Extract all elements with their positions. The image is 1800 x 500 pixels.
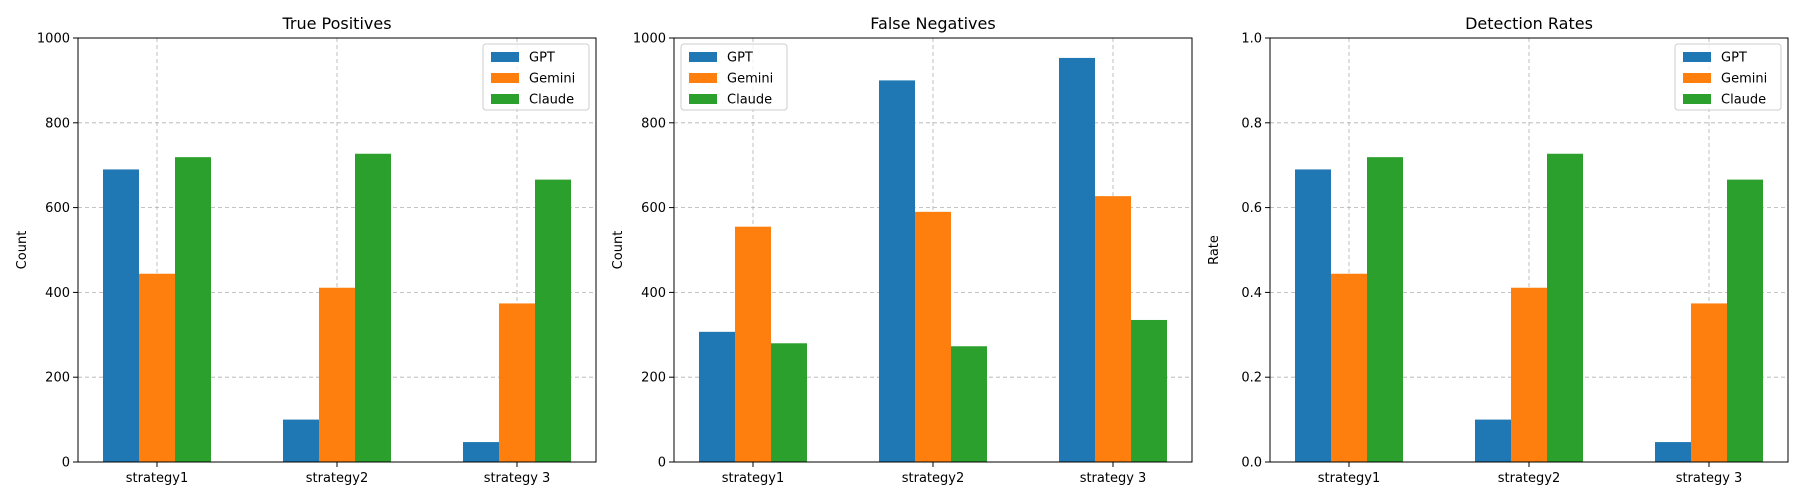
x-tick-label: strategy 3 [484, 471, 551, 486]
bar-claude-2 [951, 346, 987, 462]
bar-claude-3 [1131, 319, 1167, 462]
legend-swatch-claude [689, 94, 717, 104]
legend-swatch-gemini [491, 73, 519, 83]
y-axis-label: Count [611, 231, 626, 270]
x-tick-label: strategy1 [722, 471, 785, 486]
bar-gemini-1 [735, 226, 771, 462]
bar-claude-2 [1547, 153, 1583, 462]
y-tick-label: 400 [641, 286, 666, 301]
legend: GPT Gemini Claude [482, 43, 590, 111]
bar-gpt-3 [1655, 442, 1691, 462]
y-tick-label: 1000 [633, 32, 666, 47]
y-axis-label: Rate [1207, 235, 1222, 265]
x-tick-label: strategy2 [306, 471, 369, 486]
bar-claude-1 [175, 157, 211, 463]
chart-title: True Positives [281, 14, 391, 33]
bar-gemini-3 [499, 303, 535, 462]
bar-gpt-2 [283, 419, 319, 462]
legend: GPT Gemini Claude [680, 43, 788, 111]
x-tick-label: strategy1 [126, 471, 189, 486]
legend-swatch-claude [1683, 94, 1711, 104]
legend-swatch-gemini [689, 73, 717, 83]
legend-label-claude: Claude [529, 93, 574, 108]
legend-swatch-gpt [1683, 52, 1711, 62]
bar-claude-3 [1727, 179, 1763, 462]
bar-claude-1 [1367, 157, 1403, 463]
bar-gpt-1 [699, 331, 735, 462]
legend-swatch-gemini [1683, 73, 1711, 83]
bar-gpt-1 [103, 169, 139, 462]
legend-swatch-gpt [689, 52, 717, 62]
bar-claude-2 [355, 153, 391, 462]
bar-gpt-3 [1059, 57, 1095, 462]
x-tick-label: strategy1 [1318, 471, 1381, 486]
chart-title: Detection Rates [1465, 14, 1593, 33]
bar-gemini-1 [1331, 273, 1367, 462]
y-tick-label: 600 [641, 201, 666, 216]
legend-label-gpt: GPT [1721, 51, 1747, 66]
bar-gemini-2 [1511, 287, 1547, 462]
y-tick-label: 0.0 [1241, 456, 1262, 471]
y-tick-label: 0 [62, 456, 70, 471]
bar-claude-1 [771, 343, 807, 462]
legend-label-gemini: Gemini [1721, 72, 1767, 87]
bar-gpt-3 [463, 442, 499, 462]
bar-gemini-3 [1691, 303, 1727, 462]
legend-label-claude: Claude [1721, 93, 1766, 108]
legend-label-gpt: GPT [529, 51, 555, 66]
y-tick-label: 0 [658, 456, 666, 471]
chart-panel-1: 0 200 400 600 800 1000 strategy1 strategy2 strat… [15, 14, 597, 486]
bar-gemini-3 [1095, 196, 1131, 463]
bar-gpt-1 [1295, 169, 1331, 462]
legend: GPT Gemini Claude [1674, 43, 1782, 111]
bar-gemini-1 [139, 273, 175, 462]
legend-label-gemini: Gemini [529, 72, 575, 87]
chart-panel-3: 0.0 0.2 0.4 0.6 0.8 1.0 strategy1 strategy2 stra… [1207, 14, 1789, 486]
y-tick-label: 400 [45, 286, 70, 301]
x-tick-label: strategy2 [1498, 471, 1561, 486]
legend-label-gpt: GPT [727, 51, 753, 66]
bar-gemini-2 [319, 287, 355, 462]
legend-swatch-claude [491, 94, 519, 104]
x-tick-label: strategy2 [902, 471, 965, 486]
legend-label-claude: Claude [727, 93, 772, 108]
y-tick-label: 0.2 [1241, 371, 1262, 386]
legend-label-gemini: Gemini [727, 72, 773, 87]
x-tick-label: strategy 3 [1676, 471, 1743, 486]
bar-gpt-2 [1475, 419, 1511, 462]
y-tick-label: 0.4 [1241, 286, 1262, 301]
y-tick-label: 0.8 [1241, 116, 1262, 131]
y-tick-label: 200 [45, 371, 70, 386]
chart-title: False Negatives [870, 14, 995, 33]
y-tick-label: 1000 [37, 32, 70, 47]
bar-gemini-2 [915, 211, 951, 462]
chart-panel-2: 0 200 400 600 800 1000 strategy1 strategy2 strat… [611, 14, 1193, 486]
y-tick-label: 800 [641, 116, 666, 131]
y-axis-label: Count [15, 231, 30, 270]
y-tick-label: 200 [641, 371, 666, 386]
y-tick-label: 1.0 [1241, 32, 1262, 47]
bar-gpt-2 [879, 80, 915, 463]
x-tick-label: strategy 3 [1080, 471, 1147, 486]
y-tick-label: 800 [45, 116, 70, 131]
legend-swatch-gpt [491, 52, 519, 62]
y-tick-label: 600 [45, 201, 70, 216]
y-tick-label: 0.6 [1241, 201, 1262, 216]
bar-claude-3 [535, 179, 571, 462]
